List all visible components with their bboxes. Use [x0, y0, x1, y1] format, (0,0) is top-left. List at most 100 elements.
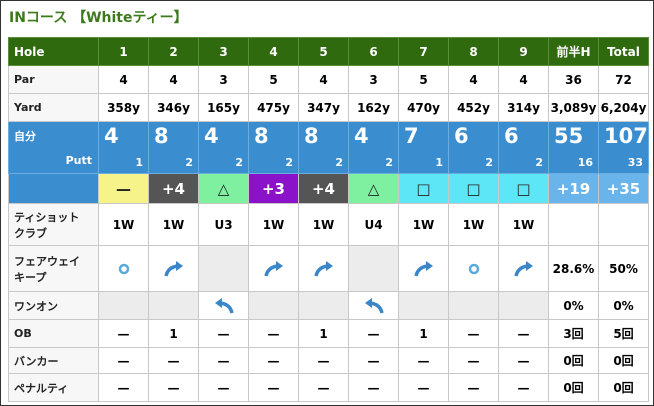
one_on-cell [148, 291, 199, 320]
putts: 16 [577, 156, 593, 169]
header-cell: Total [598, 37, 649, 66]
header-cell: 1 [98, 37, 149, 66]
miss-right-icon [263, 260, 283, 276]
yard-cell: 475y [248, 93, 299, 122]
yard-cell: 162y [348, 93, 399, 122]
result-label [8, 173, 99, 204]
table-row: Par 4 4 3 5 4 3 5 4 4 36 72 [8, 65, 649, 94]
table-row: Yard 358y 346y 165y 475y 347y 162y 470y 452y 314y… [8, 93, 649, 122]
one_on-cell [398, 291, 449, 320]
one_on-cell [348, 291, 399, 320]
fairway_keep-cell [348, 245, 399, 292]
fairway_keep-cell [448, 245, 499, 292]
result-cell: +3 [248, 173, 299, 204]
miss-right-icon [413, 260, 433, 276]
par-cell: 3 [198, 65, 249, 94]
row-label: Yard [8, 93, 99, 122]
one_on-cell [448, 291, 499, 320]
yard-cell: 452y [448, 93, 499, 122]
strokes: 4 [354, 124, 369, 148]
table-row: ペナルティ — — — — — — — — —0回 0回 [8, 373, 649, 402]
strokes: 4 [204, 124, 219, 148]
scorecard-table: Hole 1 2 3 4 5 6 7 8 9 前半H Total Par 4 4 3 5 4 3 5 4 4 36 72 Yar… [8, 37, 649, 402]
result-cell: +4 [148, 173, 199, 204]
header-cell: 8 [448, 37, 499, 66]
penalty-cell: — [348, 373, 399, 402]
penalty-cell: — [298, 373, 349, 402]
result-cell: +19 [548, 173, 599, 204]
yard-cell: 346y [148, 93, 199, 122]
bunker-cell: — [348, 347, 399, 374]
score-label-name: 自分 [14, 130, 36, 143]
fairway-hit-icon [118, 263, 129, 274]
penalty-cell: 0回 [548, 373, 599, 402]
header-cell: 5 [298, 37, 349, 66]
result-cell: △ [198, 173, 249, 204]
fairway_keep-cell [248, 245, 299, 292]
penalty-cell: — [448, 373, 499, 402]
one_on-cell [98, 291, 149, 320]
row-label: バンカー [8, 347, 99, 374]
par-cell: 4 [498, 65, 549, 94]
ob-cell: — [198, 319, 249, 348]
putts: 2 [535, 156, 543, 169]
miss-right-icon [163, 260, 183, 276]
putts: 1 [135, 156, 143, 169]
tee_club-cell [598, 203, 649, 246]
one_on-cell [498, 291, 549, 320]
tee_club-cell: 1W [498, 203, 549, 246]
yard-cell: 165y [198, 93, 249, 122]
par-cell: 3 [348, 65, 399, 94]
ob-cell: 1 [398, 319, 449, 348]
score-cell: 55 16 [548, 121, 599, 174]
row-label-line: キープ [14, 270, 47, 284]
result-cell: □ [498, 173, 549, 204]
strokes: 6 [454, 124, 469, 148]
fairway_keep-cell [198, 245, 249, 292]
putts: 2 [285, 156, 293, 169]
yard-cell: 6,204y [598, 93, 649, 122]
tee_club-cell: U3 [198, 203, 249, 246]
tee_club-cell: 1W [448, 203, 499, 246]
yard-cell: 470y [398, 93, 449, 122]
result-cell: □ [448, 173, 499, 204]
strokes: 8 [254, 124, 269, 148]
par-cell: 36 [548, 65, 599, 94]
putts: 33 [627, 156, 643, 169]
one_on-cell [298, 291, 349, 320]
ob-cell: 3回 [548, 319, 599, 348]
bunker-cell: — [198, 347, 249, 374]
one_on-cell: 0% [548, 291, 599, 320]
table-row: OB —1— —1—1— —3回 5回 [8, 319, 649, 348]
penalty-cell: — [248, 373, 299, 402]
tee_club-cell: 1W [248, 203, 299, 246]
fairway_keep-cell [298, 245, 349, 292]
fairway_keep-cell [398, 245, 449, 292]
tee_club-cell: U4 [348, 203, 399, 246]
par-cell: 5 [248, 65, 299, 94]
score-cell: 107 33 [598, 121, 649, 174]
result-cell: — [98, 173, 149, 204]
bunker-cell: — [398, 347, 449, 374]
fairway_keep-cell [98, 245, 149, 292]
table-row: — +4 △ +3 +4 △ □ □ □ +19 +35 [8, 173, 649, 204]
ob-cell: 1 [148, 319, 199, 348]
bunker-cell: — [298, 347, 349, 374]
putts: 2 [335, 156, 343, 169]
row-label-line: フェアウェイ [14, 254, 80, 268]
par-cell: 72 [598, 65, 649, 94]
ob-cell: — [98, 319, 149, 348]
tee_club-cell: 1W [298, 203, 349, 246]
bunker-cell: — [98, 347, 149, 374]
ob-cell: — [348, 319, 399, 348]
miss-right-icon [313, 260, 333, 276]
table-row: ワンオン 0% 0% [8, 291, 649, 320]
fairway_keep-cell [148, 245, 199, 292]
fairway_keep-cell: 50% [598, 245, 649, 292]
